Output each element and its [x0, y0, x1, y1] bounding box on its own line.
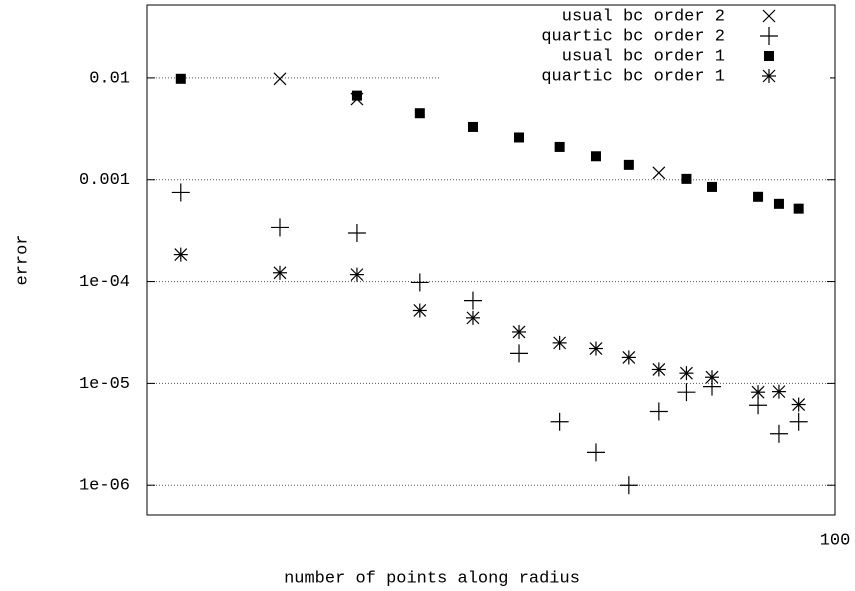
y-tick-label: 1e-05 — [79, 375, 130, 394]
point — [651, 362, 666, 377]
plot-frame — [146, 4, 836, 516]
point — [705, 370, 720, 385]
point — [677, 383, 696, 402]
x-axis-label: number of points along radius — [284, 569, 580, 588]
point — [273, 72, 287, 86]
point — [760, 27, 778, 45]
marker-fill — [590, 151, 601, 162]
marker-fill — [707, 181, 718, 192]
legend-label: usual bc order 2 — [562, 7, 725, 26]
point — [347, 223, 366, 242]
legend-label: usual bc order 1 — [562, 47, 725, 66]
point — [550, 412, 569, 431]
point — [512, 324, 527, 339]
point — [175, 73, 186, 84]
marker-fill — [467, 121, 478, 132]
point — [773, 198, 784, 209]
marker-fill — [414, 108, 425, 119]
point — [769, 424, 788, 443]
point — [270, 218, 289, 237]
point — [410, 273, 429, 292]
point — [619, 476, 638, 495]
y-tick-label: 0.001 — [79, 171, 130, 190]
point — [652, 166, 666, 180]
marker-fill — [175, 73, 186, 84]
legend-label: quartic bc order 2 — [541, 27, 725, 46]
point — [771, 384, 786, 399]
point — [623, 159, 634, 170]
marker-fill — [681, 173, 692, 184]
point — [751, 385, 766, 400]
point — [272, 265, 287, 280]
point — [791, 397, 806, 412]
point — [510, 344, 529, 363]
point — [588, 341, 603, 356]
point — [679, 366, 694, 381]
point — [649, 402, 668, 421]
point — [351, 90, 362, 101]
point — [590, 151, 601, 162]
point — [463, 291, 482, 310]
point — [793, 203, 804, 214]
marker-stroke — [273, 72, 287, 86]
point — [412, 303, 427, 318]
marker-fill — [764, 51, 774, 61]
point — [681, 173, 692, 184]
marker-fill — [514, 132, 525, 143]
x-tick-label: 100 — [820, 531, 851, 550]
point — [707, 181, 718, 192]
point — [789, 412, 808, 431]
point — [749, 396, 768, 415]
point — [171, 183, 190, 202]
point — [762, 9, 776, 23]
point — [552, 335, 567, 350]
point — [586, 443, 605, 462]
point — [173, 247, 188, 262]
point — [753, 191, 764, 202]
point — [414, 108, 425, 119]
marker-fill — [753, 191, 764, 202]
marker-fill — [623, 159, 634, 170]
marker-fill — [793, 203, 804, 214]
point — [514, 132, 525, 143]
point — [349, 267, 364, 282]
point — [554, 141, 565, 152]
marker-stroke — [652, 166, 666, 180]
marker-fill — [554, 141, 565, 152]
y-tick-label: 0.01 — [89, 69, 130, 88]
y-tick-label: 1e-04 — [79, 273, 130, 292]
marker-fill — [351, 90, 362, 101]
point — [621, 350, 636, 365]
marker-stroke — [762, 9, 776, 23]
point — [467, 121, 478, 132]
y-tick-label: 1e-06 — [79, 477, 130, 496]
point — [465, 310, 480, 325]
point — [762, 69, 776, 83]
y-axis-label: error — [13, 234, 32, 285]
legend-label: quartic bc order 1 — [541, 67, 725, 86]
marker-fill — [773, 198, 784, 209]
point — [764, 51, 774, 61]
